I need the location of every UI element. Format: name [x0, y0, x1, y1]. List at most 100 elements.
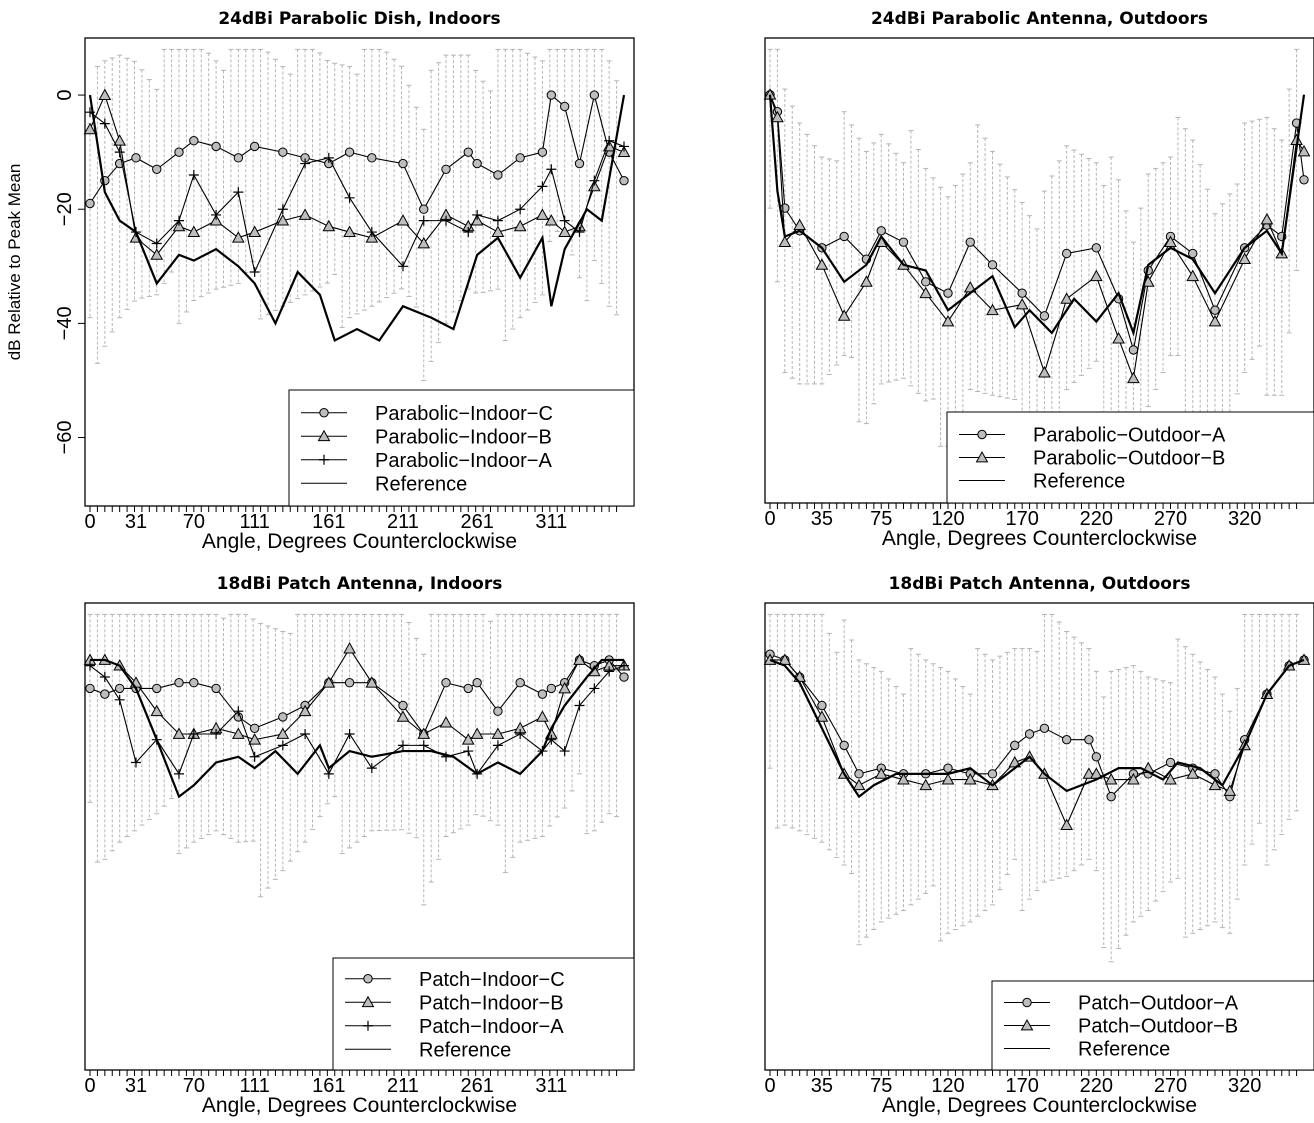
data-point — [1210, 305, 1220, 315]
data-point — [537, 181, 548, 192]
data-point — [150, 248, 164, 260]
data-point — [1238, 252, 1252, 265]
data-point — [172, 219, 186, 232]
data-point — [559, 101, 570, 112]
legend-entry: Parabolic−Indoor−A — [375, 450, 552, 472]
x-tick-label: 170 — [1005, 1075, 1038, 1097]
data-point — [398, 700, 408, 711]
data-point — [172, 727, 186, 739]
data-point — [85, 660, 95, 671]
x-tick-label: 31 — [125, 1075, 147, 1097]
data-point — [897, 773, 910, 785]
data-point — [1127, 773, 1140, 785]
data-point — [114, 683, 125, 694]
data-point — [365, 231, 379, 243]
data-point — [1061, 248, 1072, 259]
data-point — [537, 689, 548, 699]
data-point — [472, 158, 482, 169]
x-tick-label: 311 — [535, 1075, 567, 1097]
x-tick-label: 211 — [387, 511, 419, 533]
data-point — [417, 727, 431, 739]
data-point — [249, 723, 260, 733]
data-point — [441, 678, 451, 688]
data-point — [493, 706, 503, 716]
data-point — [837, 309, 851, 321]
data-point — [344, 678, 355, 688]
data-point — [396, 710, 410, 722]
data-point — [1188, 248, 1198, 259]
data-point — [604, 135, 615, 146]
data-point — [493, 170, 503, 180]
series-3 — [85, 660, 629, 779]
data-point — [366, 227, 377, 238]
data-point — [1089, 269, 1103, 282]
x-axis: 0 35 75 120 170 220 270 320 Angle, Degrees Count… — [764, 503, 1298, 550]
data-point — [278, 712, 288, 722]
data-point — [187, 225, 201, 237]
data-point — [131, 153, 141, 163]
data-point — [418, 215, 429, 226]
legend-entry: Patch−Outdoor−B — [1078, 1016, 1238, 1038]
data-point — [211, 141, 221, 152]
data-point — [546, 90, 557, 100]
legend-box — [332, 957, 635, 1071]
series-line — [88, 94, 626, 343]
data-point — [397, 740, 408, 751]
data-point — [1127, 371, 1140, 384]
data-point — [209, 214, 223, 226]
data-point — [1039, 311, 1050, 321]
data-point — [189, 136, 199, 146]
legend-entry: Parabolic−Outdoor−B — [1033, 448, 1225, 470]
data-point — [1299, 175, 1309, 185]
data-point — [441, 215, 451, 226]
data-point — [986, 303, 999, 316]
x-tick-label: 0 — [764, 1075, 775, 1097]
data-point — [515, 204, 526, 215]
x-tick-label: 270 — [1154, 1075, 1187, 1097]
data-point — [463, 683, 473, 694]
legend-entry: Parabolic−Outdoor−A — [1033, 425, 1226, 447]
data-point — [1084, 734, 1094, 745]
legend-entry: Reference — [1033, 471, 1125, 493]
data-point — [174, 215, 184, 226]
data-point — [99, 672, 110, 683]
data-point — [1260, 212, 1274, 225]
data-point — [573, 653, 586, 665]
data-point — [619, 175, 629, 186]
data-point — [365, 676, 379, 688]
x-axis: 0 31 70 111 161 211 261 311 Angle, Degrees Count… — [84, 1070, 618, 1117]
data-point — [1039, 723, 1050, 733]
data-point — [152, 683, 162, 694]
series-line — [769, 653, 1305, 798]
x-tick-label: 320 — [1228, 508, 1261, 530]
data-point — [130, 757, 141, 768]
data-point — [249, 751, 260, 762]
data-point — [344, 147, 355, 157]
data-point — [276, 214, 290, 226]
x-tick-label: 111 — [239, 511, 269, 533]
data-point — [559, 215, 570, 226]
y-tick-label: −20 — [54, 192, 76, 226]
data-point — [558, 225, 572, 237]
data-point — [941, 773, 955, 785]
data-point — [344, 728, 355, 739]
data-point — [151, 238, 162, 249]
data-point — [815, 258, 829, 270]
series-4 — [88, 94, 626, 343]
data-point — [323, 152, 334, 163]
x-tick-label: 261 — [460, 511, 493, 533]
spread-whiskers — [87, 613, 620, 906]
data-point — [441, 164, 451, 174]
legend-marker — [363, 974, 373, 984]
data-point — [298, 704, 312, 717]
x-tick-label: 75 — [870, 508, 892, 530]
x-tick-label: 31 — [125, 511, 147, 533]
data-point — [463, 147, 473, 157]
data-point — [1210, 769, 1220, 779]
data-point — [919, 286, 933, 299]
legend-marker — [1020, 1018, 1034, 1031]
data-point — [174, 678, 184, 688]
data-point — [300, 728, 311, 739]
x-tick-label: 161 — [312, 511, 345, 533]
data-point — [604, 666, 615, 677]
